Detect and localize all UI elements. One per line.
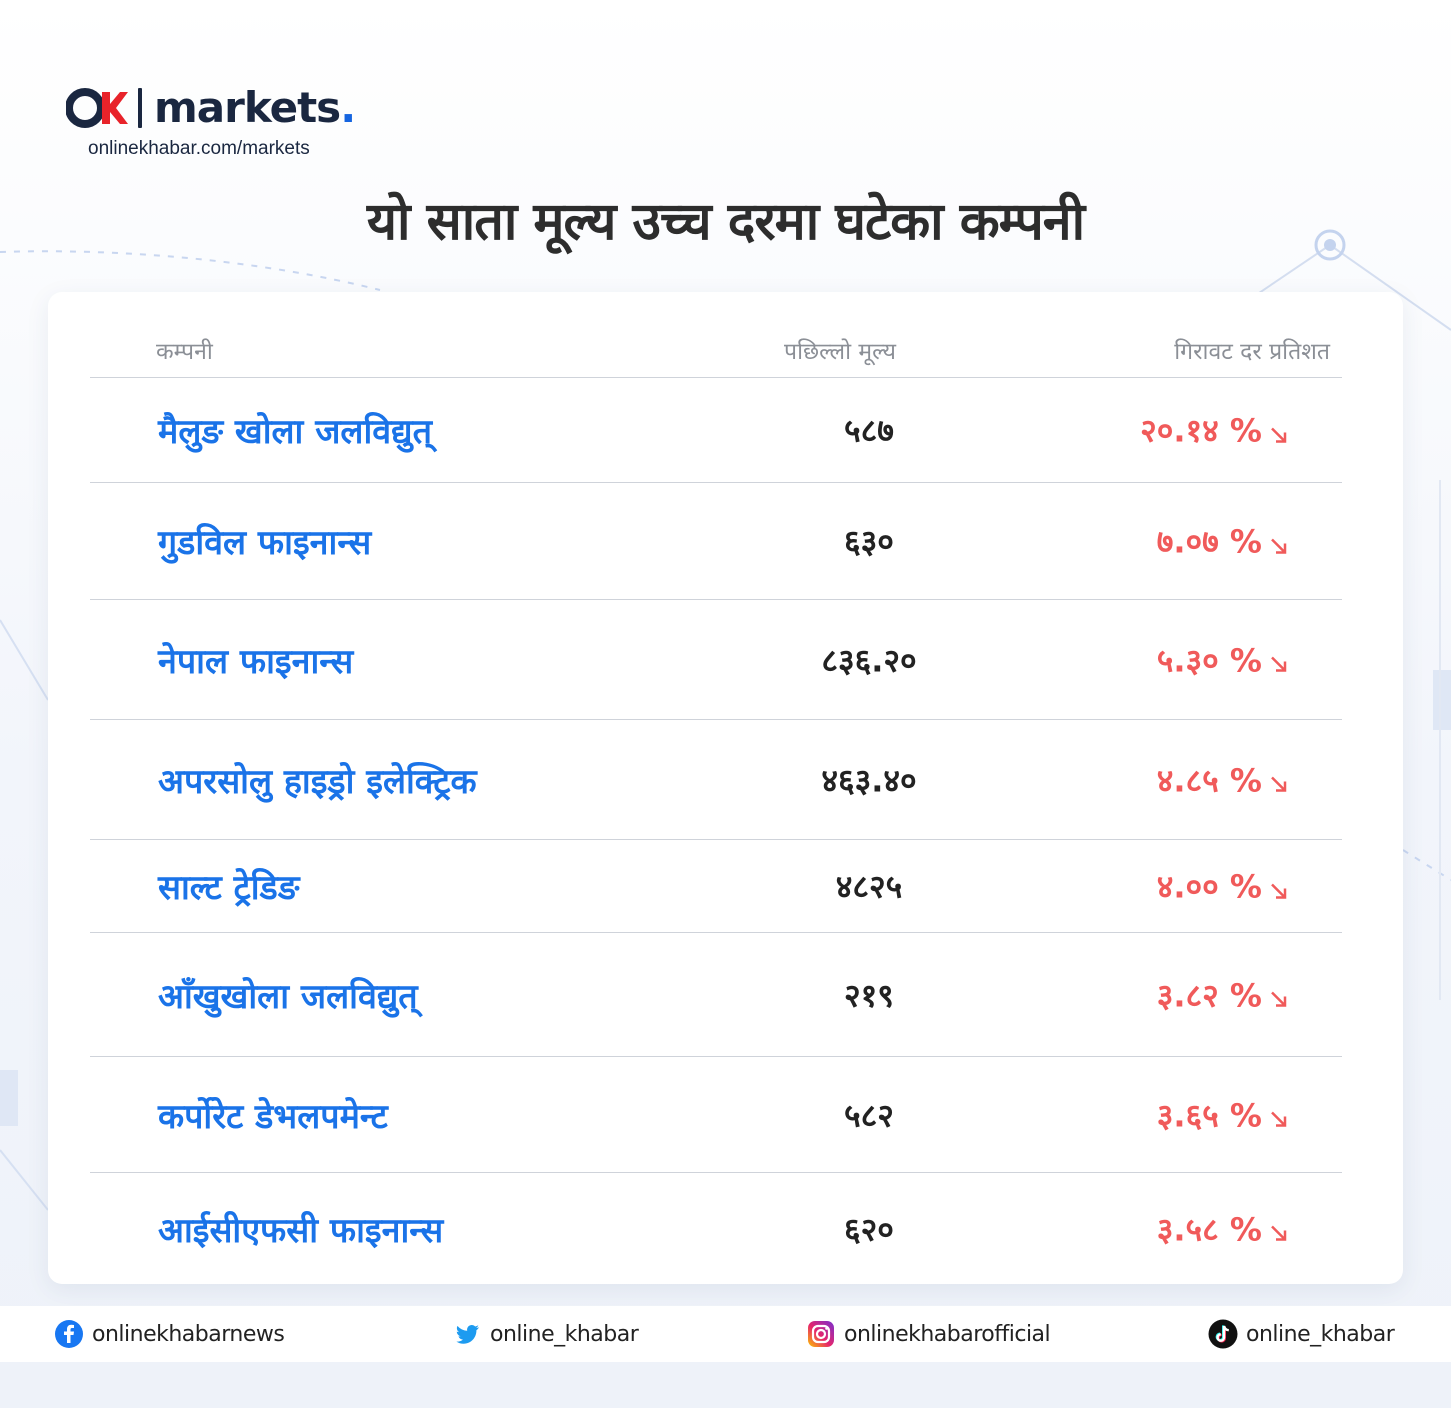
arrow-down-right-icon [1271, 538, 1287, 554]
last-price: ५८२ [844, 1096, 894, 1134]
arrow-down-right-icon [1271, 991, 1287, 1007]
company-name: कर्पोरेट डेभलपमेन्ट [158, 1096, 388, 1137]
table-row: मैलुङ खोला जलविद्युत् ५८७ २०.१४ % [90, 378, 1342, 483]
twitter-handle: online_khabar [490, 1321, 639, 1347]
arrow-down-right-icon [1271, 427, 1287, 443]
table-row: नेपाल फाइनान्स ८३६.२० ५.३० % [90, 600, 1342, 720]
table-row: आईसीएफसी फाइनान्स ६२० ३.५८ % [90, 1173, 1342, 1284]
company-name: गुडविल फाइनान्स [158, 523, 372, 563]
decline-rate-value: ४.८५ % [1156, 761, 1262, 799]
company-name: अपरसोलु हाइड्रो इलेक्ट्रिक [158, 761, 477, 802]
arrow-down-right-icon [1271, 656, 1287, 672]
decline-rate-value: ७.०७ % [1156, 522, 1262, 561]
last-price: ८३६.२० [821, 641, 917, 679]
arrow-down-right-icon [1271, 1111, 1287, 1127]
company-name: आँखुखोला जलविद्युत् [158, 976, 418, 1017]
table-row: साल्ट ट्रेडिङ ४८२५ ४.०० % [90, 840, 1342, 933]
decline-rate-value: २०.१४ % [1140, 411, 1262, 450]
last-price: ४६३.४० [821, 761, 917, 799]
decline-rate: ४.०० % [1157, 865, 1290, 908]
decline-rate: ५.३० % [1157, 638, 1290, 681]
markets-logo[interactable]: markets. [66, 86, 356, 130]
company-name: आईसीएफसी फाइनान्स [158, 1210, 444, 1251]
decline-rate: ७.०७ % [1157, 520, 1290, 563]
decline-rate-value: ३.५८ % [1156, 1210, 1262, 1248]
decline-rate: २०.१४ % [1140, 409, 1290, 452]
last-price: ६३० [844, 522, 894, 561]
instagram-link[interactable]: onlinekhabarofficial [806, 1318, 1051, 1350]
table-row: कर्पोरेट डेभलपमेन्ट ५८२ ३.६५ % [90, 1057, 1342, 1173]
facebook-handle: onlinekhabarnews [92, 1321, 285, 1347]
brand-header: markets. onlinekhabar.com/markets [66, 86, 356, 160]
decline-rate-value: ३.६५ % [1156, 1096, 1262, 1134]
instagram-handle: onlinekhabarofficial [844, 1321, 1051, 1347]
last-price: २१९ [844, 976, 894, 1014]
last-price: ५८७ [844, 411, 894, 450]
last-price: ६२० [844, 1210, 894, 1248]
table-row: आँखुखोला जलविद्युत् २१९ ३.८२ % [90, 933, 1342, 1057]
header-company: कम्पनी [156, 339, 213, 365]
table-row: गुडविल फाइनान्स ६३० ७.०७ % [90, 483, 1342, 600]
company-name: साल्ट ट्रेडिङ [158, 868, 300, 908]
decline-rate: ३.६५ % [1157, 1093, 1290, 1136]
twitter-link[interactable]: online_khabar [452, 1318, 639, 1350]
decline-rate: ३.८२ % [1157, 973, 1290, 1016]
page-title: यो साता मूल्य उच्च दरमा घटेका कम्पनी [366, 192, 1085, 252]
arrow-down-right-icon [1271, 1225, 1287, 1241]
decline-rate: ३.५८ % [1157, 1207, 1290, 1250]
social-footer: onlinekhabarnews online_khabar onlinekha… [0, 1306, 1451, 1362]
twitter-icon [456, 1325, 479, 1344]
tiktok-handle: online_khabar [1246, 1321, 1395, 1347]
decline-rate-value: ३.८२ % [1156, 976, 1262, 1014]
arrow-down-right-icon [1271, 776, 1287, 792]
table-row: अपरसोलु हाइड्रो इलेक्ट्रिक ४६३.४० ४.८५ % [90, 720, 1342, 840]
logo-divider [138, 88, 142, 128]
logo-wordmark: markets. [154, 86, 356, 130]
header-price: पछिल्लो मूल्य [784, 339, 896, 365]
ok-logo-icon [66, 88, 128, 128]
tiktok-icon [1208, 1319, 1238, 1349]
companies-table-card: कम्पनी पछिल्लो मूल्य गिरावट दर प्रतिशत म… [48, 292, 1403, 1284]
company-name: नेपाल फाइनान्स [158, 641, 354, 682]
company-name: मैलुङ खोला जलविद्युत् [158, 412, 432, 452]
decline-rate: ४.८५ % [1157, 758, 1290, 801]
logo-dot: . [340, 83, 357, 132]
arrow-down-right-icon [1271, 883, 1287, 899]
decline-rate-value: ४.०० % [1156, 867, 1262, 906]
site-url[interactable]: onlinekhabar.com/markets [88, 138, 310, 159]
last-price: ४८२५ [835, 867, 903, 906]
logo-text: markets [154, 83, 341, 132]
table-header: कम्पनी पछिल्लो मूल्य गिरावट दर प्रतिशत [90, 324, 1342, 378]
facebook-icon [55, 1320, 83, 1348]
tiktok-link[interactable]: online_khabar [1208, 1318, 1395, 1350]
instagram-icon [808, 1321, 834, 1347]
header-rate: गिरावट दर प्रतिशत [1174, 339, 1330, 365]
decline-rate-value: ५.३० % [1156, 641, 1262, 679]
facebook-link[interactable]: onlinekhabarnews [54, 1318, 285, 1350]
